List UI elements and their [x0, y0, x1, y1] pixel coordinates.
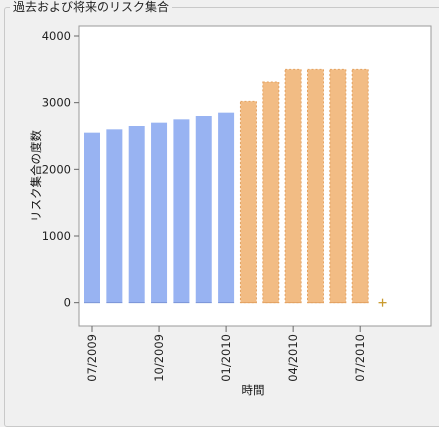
bar-past	[128, 126, 145, 303]
bar-future	[307, 68, 324, 304]
bar-future	[351, 68, 369, 304]
bar-past	[195, 116, 212, 303]
bar-past	[106, 129, 123, 303]
x-tick-label: 10/2009	[152, 334, 166, 382]
bar-future	[284, 68, 302, 304]
x-tick-label: 04/2010	[286, 334, 300, 382]
bar-past	[218, 112, 235, 303]
x-axis-title: 時間	[242, 383, 265, 397]
bar-future	[329, 68, 347, 304]
y-tick-label: 0	[64, 296, 71, 310]
marks-layer	[84, 298, 387, 307]
bar-past	[151, 122, 168, 303]
x-tick-label: 07/2010	[353, 334, 367, 382]
bar-past	[84, 132, 100, 303]
y-tick-label: 1000	[42, 229, 71, 243]
y-tick-label: 2000	[42, 162, 71, 176]
bar-past	[173, 119, 190, 303]
x-tick-label: 01/2010	[219, 334, 233, 382]
y-tick-label: 4000	[42, 29, 71, 43]
panel-title: 過去および将来のリスク集合	[10, 0, 173, 14]
bars-layer	[84, 68, 369, 304]
bar-future	[262, 81, 280, 304]
x-tick-label: 07/2009	[85, 334, 99, 382]
y-tick-label: 3000	[42, 96, 71, 110]
bar-future	[239, 100, 257, 304]
x-axis: 07/2009 10/2009 01/2010 04/2010 07/2010	[85, 326, 367, 382]
y-axis-title: リスク集合の度数	[29, 130, 43, 222]
y-axis: 0 1000 2000 3000 4000	[42, 29, 79, 310]
